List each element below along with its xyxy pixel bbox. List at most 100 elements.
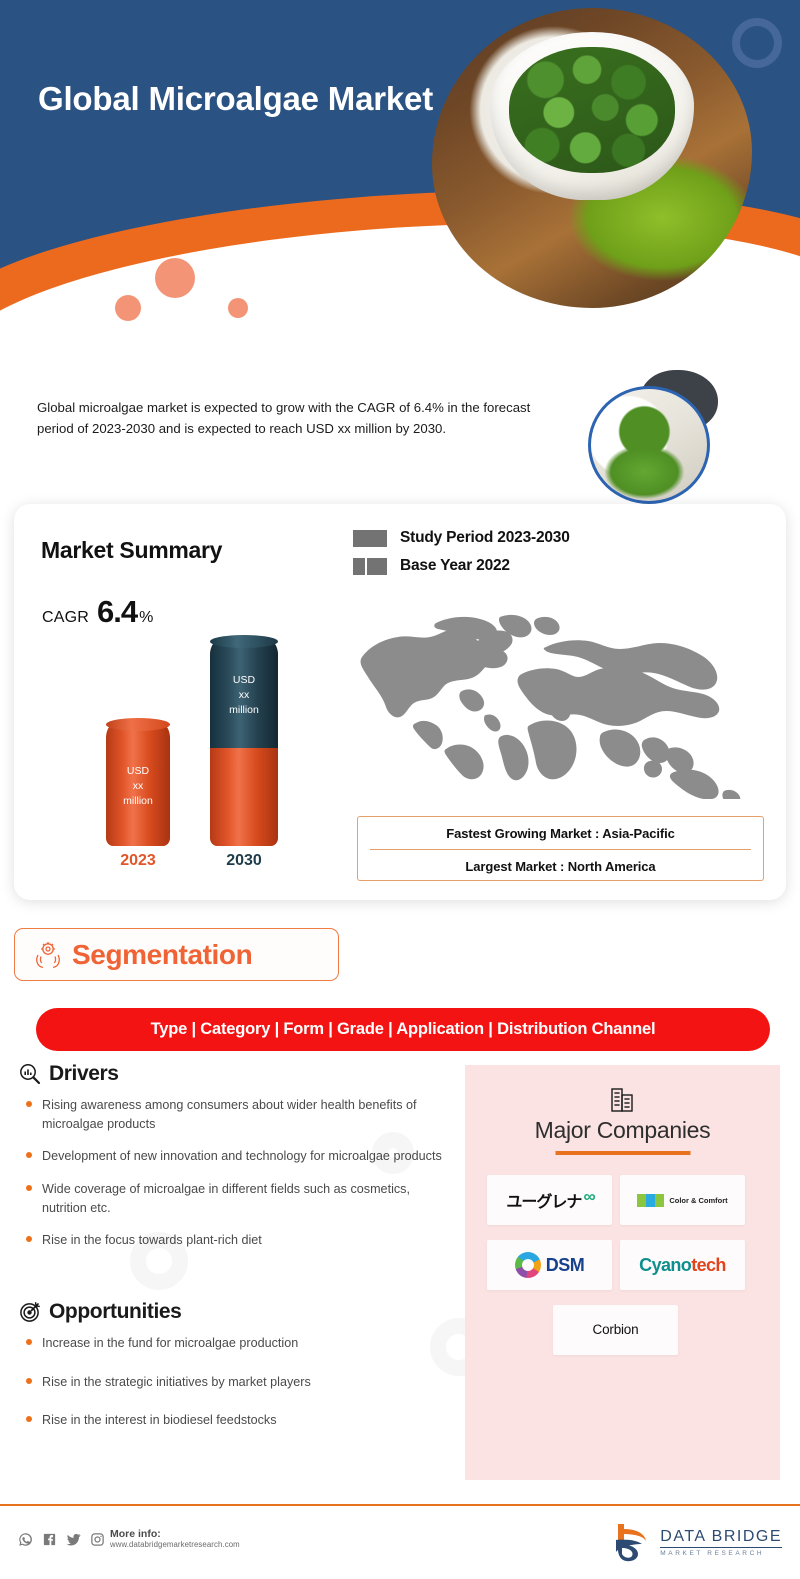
legend-swatch-split-icon — [353, 557, 387, 575]
market-highlights-box: Fastest Growing Market : Asia-Pacific La… — [357, 816, 764, 881]
decor-ghost-ring — [372, 1132, 414, 1174]
bar-2030-cap — [210, 635, 278, 648]
major-companies-panel: Major Companies ユーグレナ ∞ Color & Comfort … — [465, 1065, 780, 1480]
corbion-logo: Corbion — [593, 1321, 639, 1339]
dic-logo-text: Color & Comfort — [669, 1195, 728, 1205]
brand-text: DATA BRIDGE MARKET RESEARCH — [660, 1528, 782, 1557]
world-map-icon — [360, 614, 741, 806]
segmentation-title: Segmentation — [72, 938, 253, 970]
building-icon — [610, 1085, 636, 1113]
brand-tagline: MARKET RESEARCH — [660, 1549, 765, 1557]
bar-2030-body — [210, 641, 278, 846]
intro-image — [580, 368, 720, 504]
opportunities-section: Opportunities Increase in the fund for m… — [18, 1300, 458, 1450]
facebook-icon[interactable] — [42, 1532, 57, 1547]
website-url[interactable]: www.databridgemarketresearch.com — [110, 1540, 240, 1549]
hands-plant-icon — [32, 939, 64, 971]
opportunities-heading: Opportunities — [18, 1300, 458, 1324]
market-summary-card: Market Summary CAGR 6.4 % USD xx million 2… — [14, 504, 786, 900]
bar-2023: USD xx million 2023 — [106, 718, 170, 869]
company-logo-cyanotech: Cyanotech — [620, 1240, 745, 1290]
company-logo-dic: Color & Comfort — [620, 1175, 745, 1225]
page-title: Global Microalgae Market — [38, 80, 433, 117]
segmentation-badge: Segmentation — [14, 928, 339, 981]
dic-logo-swatch-icon — [637, 1193, 665, 1207]
bar-2030: USD xx million 2030 — [210, 635, 278, 869]
header-banner: Global Microalgae Market — [0, 0, 800, 360]
opportunities-title: Opportunities — [49, 1300, 182, 1323]
intro-image-ring — [588, 386, 710, 504]
bar-2023-value-label: USD xx million — [123, 765, 153, 808]
footer-divider — [0, 1504, 800, 1506]
chart-legend: Study Period 2023-2030 Base Year 2022 — [353, 529, 570, 585]
decor-ghost-ring — [130, 1232, 188, 1290]
major-companies-underline — [555, 1151, 690, 1155]
bar-2030-year-label: 2030 — [226, 852, 262, 869]
world-map — [350, 599, 770, 806]
legend-swatch-solid-icon — [353, 529, 387, 547]
company-logo-euglena: ユーグレナ ∞ — [487, 1175, 612, 1225]
euglena-logo-infinity-icon: ∞ — [583, 1186, 595, 1206]
market-size-bar-chart: USD xx million 2023 USD xx million 2030 — [98, 635, 298, 874]
intro-section: Global microalgae market is expected to … — [0, 360, 800, 510]
company-logo-corbion: Corbion — [553, 1305, 678, 1355]
dsm-logo-text: DSM — [545, 1254, 585, 1275]
legend-label-study-period: Study Period 2023-2030 — [400, 529, 570, 546]
cagr-label: CAGR — [42, 609, 90, 626]
brand-name: DATA BRIDGE — [660, 1528, 782, 1548]
drivers-section: Drivers Rising awareness among consumers… — [18, 1062, 458, 1264]
cyanotech-logo: Cyanotech — [639, 1255, 726, 1276]
ring-outline-decoration-icon — [732, 18, 782, 68]
segmentation-items-bar: Type | Category | Form | Grade | Applica… — [36, 1008, 770, 1051]
fastest-growing-market: Fastest Growing Market : Asia-Pacific — [446, 825, 675, 841]
legend-item-base-year: Base Year 2022 — [353, 557, 570, 575]
major-companies-title: Major Companies — [534, 1117, 711, 1143]
cagr-row: CAGR 6.4 % — [42, 594, 153, 630]
dic-logo: Color & Comfort — [637, 1193, 728, 1207]
bar-2023-cap — [106, 718, 170, 731]
instagram-icon[interactable] — [90, 1532, 105, 1547]
segmentation-items-text: Type | Category | Form | Grade | Applica… — [150, 1020, 656, 1038]
dsm-logo: DSM — [514, 1252, 585, 1278]
hero-image — [432, 8, 752, 308]
bar-2023-year-label: 2023 — [120, 852, 156, 869]
list-item: Development of new innovation and techno… — [18, 1147, 458, 1166]
bar-2030-value-label: USD xx million — [229, 674, 259, 717]
social-links[interactable] — [18, 1532, 105, 1547]
target-bullseye-icon — [18, 1300, 42, 1324]
market-summary-title: Market Summary — [41, 537, 223, 563]
brand-logo: DATA BRIDGE MARKET RESEARCH — [608, 1520, 782, 1564]
list-item: Rise in the focus towards plant-rich die… — [18, 1231, 458, 1250]
drivers-list: Rising awareness among consumers about w… — [18, 1096, 458, 1250]
largest-market: Largest Market : North America — [465, 858, 656, 874]
dsm-logo-mark-icon — [514, 1252, 541, 1278]
decor-dot-medium — [115, 295, 141, 321]
drivers-heading: Drivers — [18, 1062, 458, 1086]
magnifier-chart-icon — [18, 1062, 42, 1086]
opportunities-list: Increase in the fund for microalgae prod… — [18, 1334, 458, 1430]
legend-label-base-year: Base Year 2022 — [400, 557, 510, 574]
euglena-logo: ユーグレナ ∞ — [506, 1186, 595, 1212]
list-item: Wide coverage of microalgae in different… — [18, 1180, 458, 1217]
bar-2023-body — [106, 724, 170, 846]
list-item: Increase in the fund for microalgae prod… — [18, 1334, 458, 1353]
legend-item-study-period: Study Period 2023-2030 — [353, 529, 570, 547]
list-item: Rising awareness among consumers about w… — [18, 1096, 458, 1133]
list-item: Rise in the strategic initiatives by mar… — [18, 1373, 458, 1392]
company-logo-dsm: DSM — [487, 1240, 612, 1290]
intro-paragraph: Global microalgae market is expected to … — [37, 400, 531, 437]
twitter-icon[interactable] — [66, 1532, 81, 1547]
cagr-value: 6.4 — [97, 594, 138, 629]
list-item: Rise in the interest in biodiesel feedst… — [18, 1411, 458, 1430]
decor-dot-large — [155, 258, 195, 298]
bar-2030-top-segment — [210, 641, 278, 748]
market-box-divider — [370, 849, 751, 850]
whatsapp-icon[interactable] — [18, 1532, 33, 1547]
more-info-label: More info: — [110, 1528, 161, 1540]
cyanotech-logo-text-part1: Cyano — [639, 1254, 692, 1275]
more-info-block: More info: www.databridgemarketresearch.… — [110, 1528, 240, 1549]
corbion-logo-text: Corbion — [592, 1322, 639, 1337]
drivers-title: Drivers — [49, 1062, 119, 1085]
cagr-percent-sign: % — [139, 609, 154, 626]
cyanotech-logo-text-part2: tech — [691, 1254, 726, 1275]
